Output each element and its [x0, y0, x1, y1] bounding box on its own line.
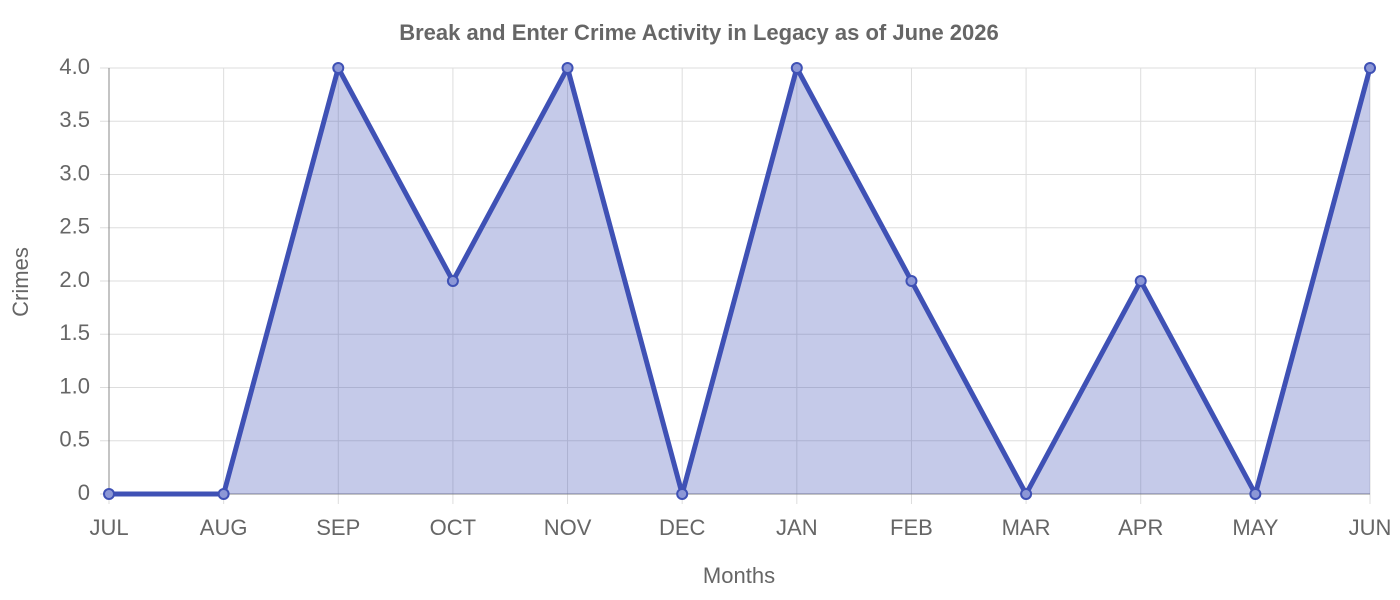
y-tick-label: 3.5 [59, 107, 90, 132]
y-tick-label: 1.0 [59, 373, 90, 398]
point [905, 275, 918, 287]
point [332, 62, 345, 74]
x-tick-label: MAR [1002, 515, 1051, 540]
x-tick-label: JUL [89, 515, 128, 540]
x-tick-label: AUG [200, 515, 248, 540]
y-tick-label: 4.0 [59, 54, 90, 79]
x-tick-label: MAY [1232, 515, 1278, 540]
point [1020, 488, 1033, 500]
y-axis-label: Crimes [8, 247, 33, 317]
x-tick-label: JUN [1349, 515, 1392, 540]
point [676, 488, 689, 500]
chart-title: Break and Enter Crime Activity in Legacy… [399, 20, 999, 45]
x-axis-label: Months [703, 563, 775, 588]
point [1134, 275, 1147, 287]
point [446, 275, 459, 287]
y-tick-label: 0 [78, 480, 90, 505]
point [790, 62, 803, 74]
x-tick-label: OCT [430, 515, 476, 540]
y-tick-label: 2.0 [59, 267, 90, 292]
x-tick-label: APR [1118, 515, 1163, 540]
y-tick-label: 3.0 [59, 160, 90, 185]
x-tick-label: NOV [544, 515, 592, 540]
x-tick-label: DEC [659, 515, 706, 540]
x-tick-label: FEB [890, 515, 933, 540]
point [217, 488, 230, 500]
x-tick-label: JAN [776, 515, 818, 540]
point [561, 62, 574, 74]
x-tick-label: SEP [316, 515, 360, 540]
point [1249, 488, 1262, 500]
y-tick-label: 2.5 [59, 214, 90, 239]
point [103, 488, 115, 500]
y-tick-label: 0.5 [59, 427, 90, 452]
y-tick-label: 1.5 [59, 320, 90, 345]
line [109, 65, 1373, 497]
point [1364, 62, 1376, 74]
